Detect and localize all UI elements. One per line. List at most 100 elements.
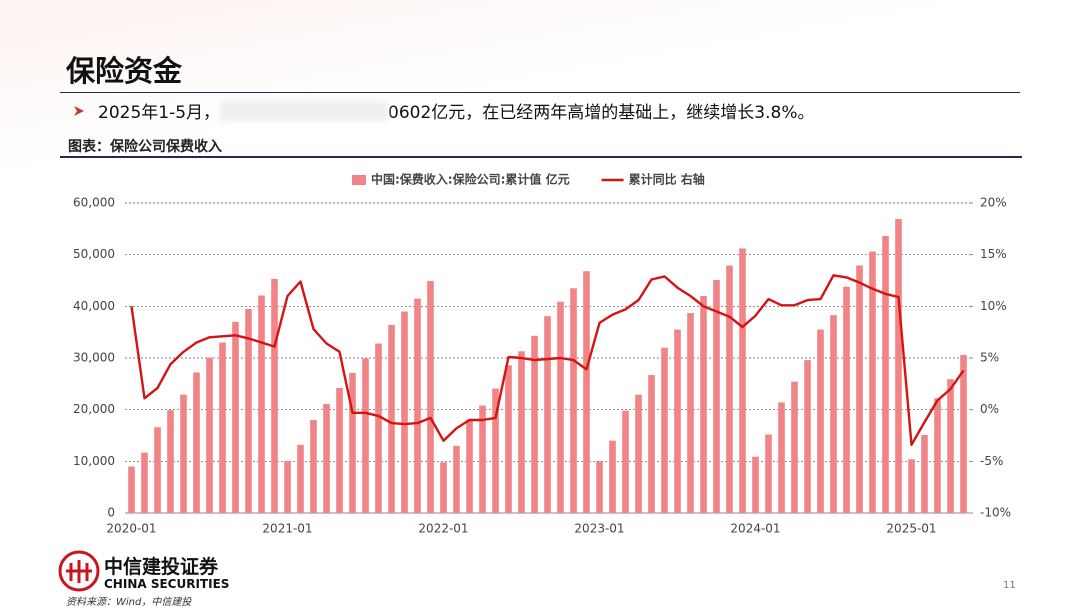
legend-swatch bbox=[352, 175, 366, 185]
y2-tick-label: 20% bbox=[980, 196, 1007, 210]
bar bbox=[765, 434, 772, 513]
divider bbox=[60, 156, 1022, 158]
bar bbox=[596, 461, 603, 513]
bar bbox=[375, 343, 382, 513]
bar bbox=[726, 265, 733, 513]
bar bbox=[752, 456, 759, 513]
bar bbox=[323, 403, 330, 513]
bar bbox=[505, 365, 512, 513]
bar bbox=[557, 301, 564, 513]
bar bbox=[232, 321, 239, 513]
bar bbox=[414, 298, 421, 513]
bar bbox=[453, 445, 460, 513]
bar bbox=[609, 440, 616, 513]
bar bbox=[791, 381, 798, 513]
bar bbox=[960, 354, 967, 513]
bullet: 2025年1-5月， 0602亿元，在已经两年高增的基础上，继续增长3.8%。 bbox=[72, 98, 814, 123]
bar bbox=[687, 313, 694, 513]
y-tick-label: 50,000 bbox=[73, 247, 115, 261]
bar bbox=[297, 444, 304, 513]
bar bbox=[336, 387, 343, 513]
bar bbox=[921, 434, 928, 513]
bar bbox=[141, 452, 148, 513]
y2-tick-label: -5% bbox=[980, 454, 1003, 468]
bar bbox=[518, 351, 525, 513]
bar bbox=[167, 410, 174, 513]
bar bbox=[492, 388, 499, 513]
y-tick-label: 60,000 bbox=[73, 196, 115, 210]
bar bbox=[674, 329, 681, 513]
x-tick-label: 2020-01 bbox=[106, 522, 156, 536]
chart-caption: 图表：保险公司保费收入 bbox=[68, 139, 222, 155]
bar bbox=[778, 402, 785, 513]
company-name-en: CHINA SECURITIES bbox=[104, 577, 230, 591]
bar bbox=[934, 398, 941, 513]
bar bbox=[258, 295, 265, 513]
bar bbox=[219, 342, 226, 513]
bar bbox=[856, 265, 863, 513]
redaction bbox=[220, 100, 389, 121]
bar bbox=[245, 308, 252, 513]
bar bbox=[427, 281, 434, 513]
bar bbox=[440, 462, 447, 513]
y2-tick-label: 5% bbox=[980, 351, 999, 365]
y-tick-label: 30,000 bbox=[73, 351, 115, 365]
bar bbox=[388, 324, 395, 513]
x-tick-label: 2023-01 bbox=[574, 522, 624, 536]
bar bbox=[193, 372, 200, 513]
bar bbox=[310, 420, 317, 513]
bar bbox=[531, 335, 538, 513]
bar bbox=[206, 357, 213, 513]
bar bbox=[349, 372, 356, 513]
bar bbox=[739, 248, 746, 513]
y2-tick-label: -10% bbox=[980, 506, 1011, 520]
y-tick-label: 40,000 bbox=[73, 299, 115, 313]
bar bbox=[648, 375, 655, 513]
bar bbox=[180, 394, 187, 513]
bar bbox=[570, 288, 577, 513]
bar bbox=[882, 236, 889, 514]
y-tick-label: 10,000 bbox=[73, 454, 115, 468]
line-series bbox=[130, 274, 965, 446]
y2-tick-label: 10% bbox=[980, 299, 1007, 313]
bar bbox=[362, 358, 369, 513]
slide-title: 保险资金 bbox=[66, 54, 183, 88]
bar bbox=[401, 311, 408, 513]
y-tick-label: 20,000 bbox=[73, 402, 115, 416]
x-tick-label: 2025-01 bbox=[886, 522, 936, 536]
page-number: 11 bbox=[1003, 580, 1016, 591]
bar bbox=[804, 360, 811, 513]
bar bbox=[466, 419, 473, 513]
y2-tick-label: 0% bbox=[980, 402, 999, 416]
bullet-text: 2025年1-5月， bbox=[98, 103, 221, 123]
y-tick-label: 0 bbox=[107, 506, 115, 520]
bar bbox=[700, 296, 707, 513]
x-tick-label: 2021-01 bbox=[262, 522, 312, 536]
chart: 0 10,000 20,000 30,000 40,000 50,000 60,000 -10… bbox=[73, 172, 1011, 536]
bullet-icon bbox=[74, 105, 84, 116]
source-note: 资料来源：Wind，中信建投 bbox=[66, 597, 192, 608]
bar bbox=[635, 394, 642, 513]
x-tick-label: 2024-01 bbox=[730, 522, 780, 536]
bar bbox=[544, 316, 551, 513]
bar bbox=[284, 460, 291, 513]
legend-label: 中国:保费收入:保险公司:累计值 亿元 bbox=[371, 172, 570, 187]
bar bbox=[869, 251, 876, 514]
bar bbox=[947, 379, 954, 513]
bar bbox=[830, 315, 837, 513]
bullet-text: 0602亿元，在已经两年高增的基础上，继续增长3.8%。 bbox=[388, 103, 815, 123]
bar bbox=[908, 459, 915, 513]
bar bbox=[154, 427, 161, 513]
bar bbox=[661, 347, 668, 513]
bar bbox=[843, 286, 850, 513]
bar bbox=[128, 466, 135, 513]
bar bbox=[622, 410, 629, 513]
company-name: 中信建投证券 bbox=[104, 556, 219, 578]
legend-label: 累计同比 右轴 bbox=[629, 172, 705, 187]
logo bbox=[58, 550, 100, 592]
x-tick-label: 2022-01 bbox=[418, 522, 468, 536]
bar bbox=[895, 219, 902, 513]
bar bbox=[479, 405, 486, 513]
y2-tick-label: 15% bbox=[980, 247, 1007, 261]
